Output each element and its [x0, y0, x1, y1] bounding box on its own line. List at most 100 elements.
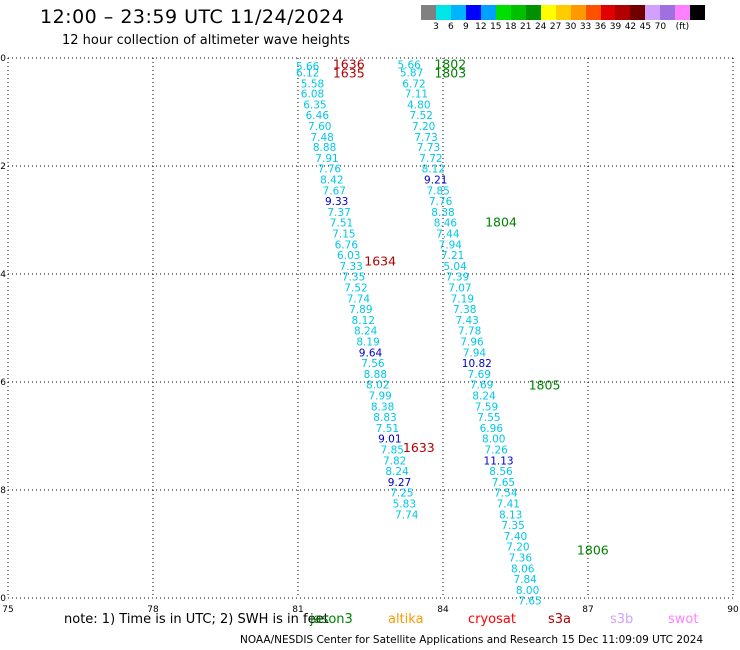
- scale-swatch: [645, 5, 661, 20]
- scale-label: 15: [490, 22, 502, 32]
- wave-height-label: 8.83: [373, 412, 396, 424]
- wave-height-label: 7.65: [492, 477, 515, 489]
- wave-height-label: 7.85: [426, 185, 449, 197]
- wave-height-label: 7.76: [429, 196, 453, 208]
- chart-title: 12:00 – 23:59 UTC 11/24/2024: [40, 6, 345, 28]
- wave-height-label: 7.85: [381, 445, 404, 457]
- scale-swatch: [525, 5, 541, 20]
- wave-height-label: 11.13: [484, 455, 514, 467]
- scale-swatch: [435, 5, 451, 20]
- scale-swatch: [660, 5, 676, 20]
- wave-height-label: 7.51: [330, 218, 353, 230]
- wave-height-label: 7.52: [410, 110, 433, 122]
- wave-height-label: 7.54: [494, 488, 518, 500]
- wave-height-label: 8.13: [499, 509, 522, 521]
- wave-height-label: 8.88: [364, 369, 387, 381]
- wave-height-label: 7.48: [310, 132, 333, 144]
- wave-height-label: 8.00: [516, 585, 539, 597]
- wave-height-label: 7.74: [395, 509, 419, 521]
- wave-height-label: 7.73: [414, 132, 437, 144]
- wave-height-label: 8.19: [356, 337, 379, 349]
- wave-height-label: 7.65: [518, 596, 541, 608]
- satellite-legend-altika: altika: [388, 612, 424, 627]
- wave-height-label: 8.38: [371, 401, 394, 413]
- wave-height-label: 8.88: [313, 142, 336, 154]
- scale-label: 33: [579, 22, 592, 32]
- scale-swatch: [555, 5, 571, 20]
- y-tick-label: 0: [0, 54, 6, 64]
- wave-height-label: 7.51: [376, 423, 399, 435]
- wave-height-label: 7.35: [342, 272, 365, 284]
- scale-label: 18: [505, 22, 517, 32]
- chart-subtitle: 12 hour collection of altimeter wave hei…: [62, 33, 350, 48]
- wave-height-label: 9.01: [378, 434, 401, 446]
- wave-height-label: 7.37: [327, 207, 350, 219]
- satellite-legend-s3a: s3a: [548, 612, 572, 627]
- wave-height-label: 8.38: [431, 207, 454, 219]
- scale-swatch: [480, 5, 496, 20]
- wave-height-label: 7.55: [477, 412, 500, 424]
- scale-label: 70: [654, 22, 667, 32]
- time-annotation: 1634: [364, 254, 396, 269]
- scale-swatch: [600, 5, 616, 20]
- wave-height-label: 7.69: [468, 369, 491, 381]
- wave-height-label: 8.12: [422, 164, 445, 176]
- wave-height-label: 8.42: [320, 175, 343, 187]
- wave-height-label: 5.66: [397, 59, 421, 71]
- wave-height-label: 7.44: [436, 229, 460, 241]
- wave-height-label: 4.80: [407, 99, 430, 111]
- wave-height-label: 7.33: [339, 261, 362, 273]
- time-annotation: 1802: [434, 56, 466, 71]
- scale-unit: (ft): [675, 22, 690, 32]
- wave-height-label: 8.24: [385, 466, 409, 478]
- wave-height-label: 7.52: [344, 283, 367, 295]
- wave-height-label: 7.59: [475, 401, 498, 413]
- scale-swatch: [421, 5, 436, 20]
- wave-height-label: 6.03: [337, 250, 360, 262]
- satellite-legend-s3b: s3b: [610, 612, 634, 627]
- wave-height-label: 8.12: [352, 315, 375, 327]
- wave-height-label: 7.36: [509, 553, 533, 565]
- wave-height-label: 7.26: [484, 445, 508, 457]
- satellite-legend-swot: swot: [668, 612, 699, 627]
- wave-height-label: 7.82: [383, 455, 406, 467]
- wave-height-label: 5.87: [400, 68, 423, 80]
- scale-swatch: [570, 5, 586, 20]
- satellite-legend-cryosat: cryosat: [468, 612, 516, 627]
- time-annotation: 1636: [333, 56, 365, 71]
- y-tick-label: -4: [0, 270, 6, 280]
- scale-swatch: [585, 5, 601, 20]
- x-tick-label: 84: [437, 605, 449, 615]
- wave-height-label: 6.35: [303, 99, 326, 111]
- wave-height-label: 9.64: [359, 347, 383, 359]
- scale-label: 24: [534, 22, 547, 32]
- x-tick-label: 75: [2, 605, 13, 615]
- time-annotation: 1633: [403, 440, 435, 455]
- time-annotation: 1804: [485, 215, 517, 230]
- scale-label: 39: [609, 22, 622, 32]
- x-tick-label: 81: [292, 605, 303, 615]
- wave-height-label: 7.91: [315, 153, 338, 165]
- wave-height-label: 10.82: [462, 358, 492, 370]
- wave-height-label: 7.20: [412, 121, 435, 133]
- wave-height-label: 7.39: [446, 272, 469, 284]
- scale-swatch: [630, 5, 646, 20]
- wave-height-label: 7.69: [470, 380, 493, 392]
- time-annotation: 1803: [434, 66, 466, 81]
- wave-height-label: 9.21: [424, 175, 447, 187]
- wave-height-label: 7.07: [448, 283, 471, 295]
- x-tick-label: 90: [727, 605, 739, 615]
- wave-height-label: 7.94: [439, 239, 463, 251]
- scale-label: 45: [639, 22, 652, 32]
- wave-height-label: 5.04: [443, 261, 467, 273]
- time-annotation: 1635: [333, 66, 365, 81]
- wave-height-label: 7.74: [347, 293, 371, 305]
- wave-height-label: 9.27: [388, 477, 411, 489]
- wave-height-label: 8.56: [489, 466, 513, 478]
- scale-swatch: [540, 5, 556, 20]
- time-annotation: 1805: [529, 378, 561, 393]
- wave-height-label: 5.83: [393, 499, 416, 511]
- scale-label: 12: [475, 22, 487, 32]
- scale-label: 42: [624, 22, 637, 32]
- wave-height-label: 5.58: [301, 78, 324, 90]
